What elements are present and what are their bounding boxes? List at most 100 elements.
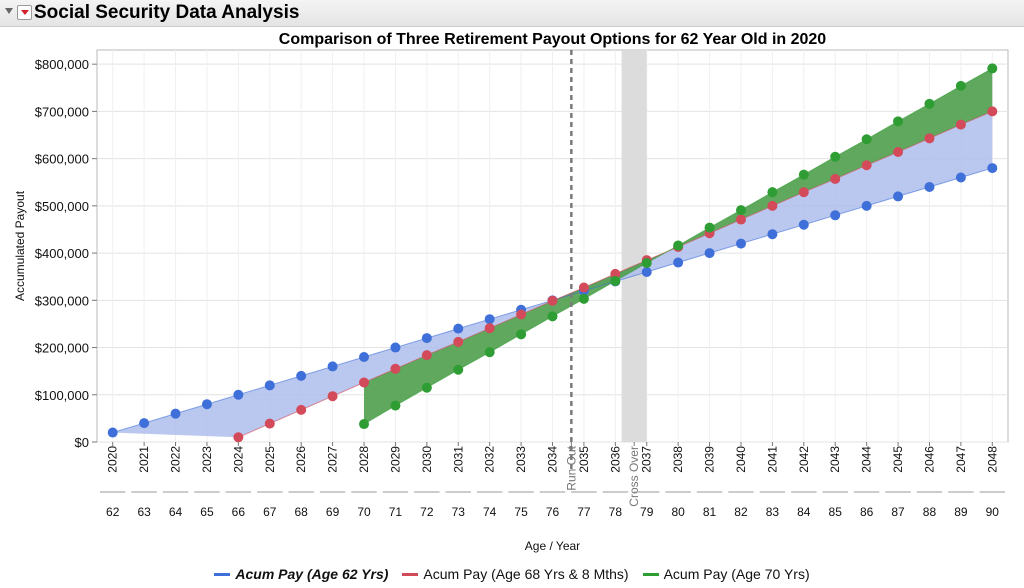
x-age-label: 85 [829,505,843,519]
data-point-70 [830,151,841,162]
x-year-label: 2022 [169,446,183,473]
disclosure-triangle-icon[interactable] [5,8,13,14]
x-age-label: 62 [106,505,120,519]
data-point-68 [735,214,746,225]
x-age-label: 68 [295,505,309,519]
data-point-68 [547,295,558,306]
report-header: Social Security Data Analysis [0,0,1024,27]
x-year-label: 2044 [860,446,874,473]
data-point-70 [578,293,589,304]
data-point-68 [296,404,307,415]
y-tick-label: $500,000 [35,199,89,214]
legend-item[interactable]: Acum Pay (Age 62 Yrs) [214,566,388,582]
data-point-68 [610,268,621,279]
y-tick-label: $300,000 [35,293,89,308]
data-point-68 [893,147,904,158]
x-year-label: 2033 [514,446,528,473]
x-age-label: 88 [923,505,937,519]
data-point-62 [924,181,935,192]
x-age-label: 77 [577,505,591,519]
data-point-62 [893,191,904,202]
data-point-70 [735,205,746,216]
data-point-68 [390,363,401,374]
x-age-label: 90 [986,505,1000,519]
data-point-68 [453,336,464,347]
legend-item[interactable]: Acum Pay (Age 70 Yrs) [642,566,810,582]
x-year-label: 2021 [137,446,151,473]
legend-swatch [402,572,419,576]
data-point-62 [484,314,495,325]
legend-label: Acum Pay (Age 62 Yrs) [235,566,389,582]
x-age-label: 80 [671,505,685,519]
x-year-label: 2040 [734,446,748,473]
y-axis-label: Accumulated Payout [13,190,27,301]
data-point-62 [139,418,150,429]
x-year-label: 2029 [388,446,402,473]
chart-title: Comparison of Three Retirement Payout Op… [279,31,827,48]
x-age-label: 65 [200,505,214,519]
data-point-70 [484,347,495,358]
legend-label: Acum Pay (Age 70 Yrs) [663,566,810,582]
data-point-62 [798,219,809,230]
x-age-label: 75 [514,505,528,519]
data-point-70 [610,275,621,286]
data-point-70 [767,187,778,198]
data-point-68 [798,187,809,198]
x-year-label: 2043 [828,446,842,473]
data-point-68 [327,391,338,402]
x-age-label: 86 [860,505,874,519]
red-triangle-menu-icon[interactable] [17,5,32,20]
chart: Comparison of Three Retirement Payout Op… [13,31,1009,553]
x-year-label: 2045 [891,446,905,473]
y-tick-label: $200,000 [35,341,89,356]
data-point-62 [673,257,684,268]
x-age-label: 70 [357,505,371,519]
x-year-label: 2041 [765,446,779,473]
data-point-68 [830,173,841,184]
legend-swatch [214,572,231,576]
x-year-label: 2024 [231,446,245,473]
data-point-70 [516,329,527,340]
x-year-label: 2032 [483,446,497,473]
x-year-label: 2038 [671,446,685,473]
x-age-label: 67 [263,505,277,519]
data-point-70 [547,311,558,322]
data-point-62 [296,370,307,381]
x-year-label: 2027 [326,446,340,473]
x-year-label: 2037 [640,446,654,473]
x-age-label: 69 [326,505,340,519]
data-point-70 [955,80,966,91]
x-age-label: 82 [734,505,748,519]
y-tick-label: $600,000 [35,152,89,167]
x-age-label: 83 [766,505,780,519]
x-year-label: 2042 [797,446,811,473]
x-year-label: 2047 [954,446,968,473]
data-point-70 [453,364,464,375]
data-point-70 [924,98,935,109]
data-point-70 [421,382,432,393]
data-point-68 [924,133,935,144]
legend-label: Acum Pay (Age 68 Yrs & 8 Mths) [423,566,629,582]
x-age-label: 78 [609,505,623,519]
x-year-label: 2046 [922,446,936,473]
x-age-label: 76 [546,505,560,519]
data-point-62 [987,163,998,174]
x-year-label: 2039 [703,446,717,473]
data-point-70 [641,258,652,269]
data-point-62 [390,342,401,353]
data-point-70 [704,222,715,233]
data-point-70 [798,169,809,180]
data-point-62 [830,210,841,221]
data-point-62 [955,172,966,183]
data-point-68 [767,200,778,211]
x-age-label: 72 [420,505,434,519]
x-age-label: 74 [483,505,497,519]
legend-swatch [642,572,659,576]
data-point-70 [390,400,401,411]
legend-item[interactable]: Acum Pay (Age 68 Yrs & 8 Mths) [402,566,629,582]
y-tick-label: $100,000 [35,388,89,403]
x-age-label: 63 [137,505,151,519]
x-year-label: 2020 [106,446,120,473]
data-point-62 [767,229,778,240]
data-point-62 [641,266,652,277]
